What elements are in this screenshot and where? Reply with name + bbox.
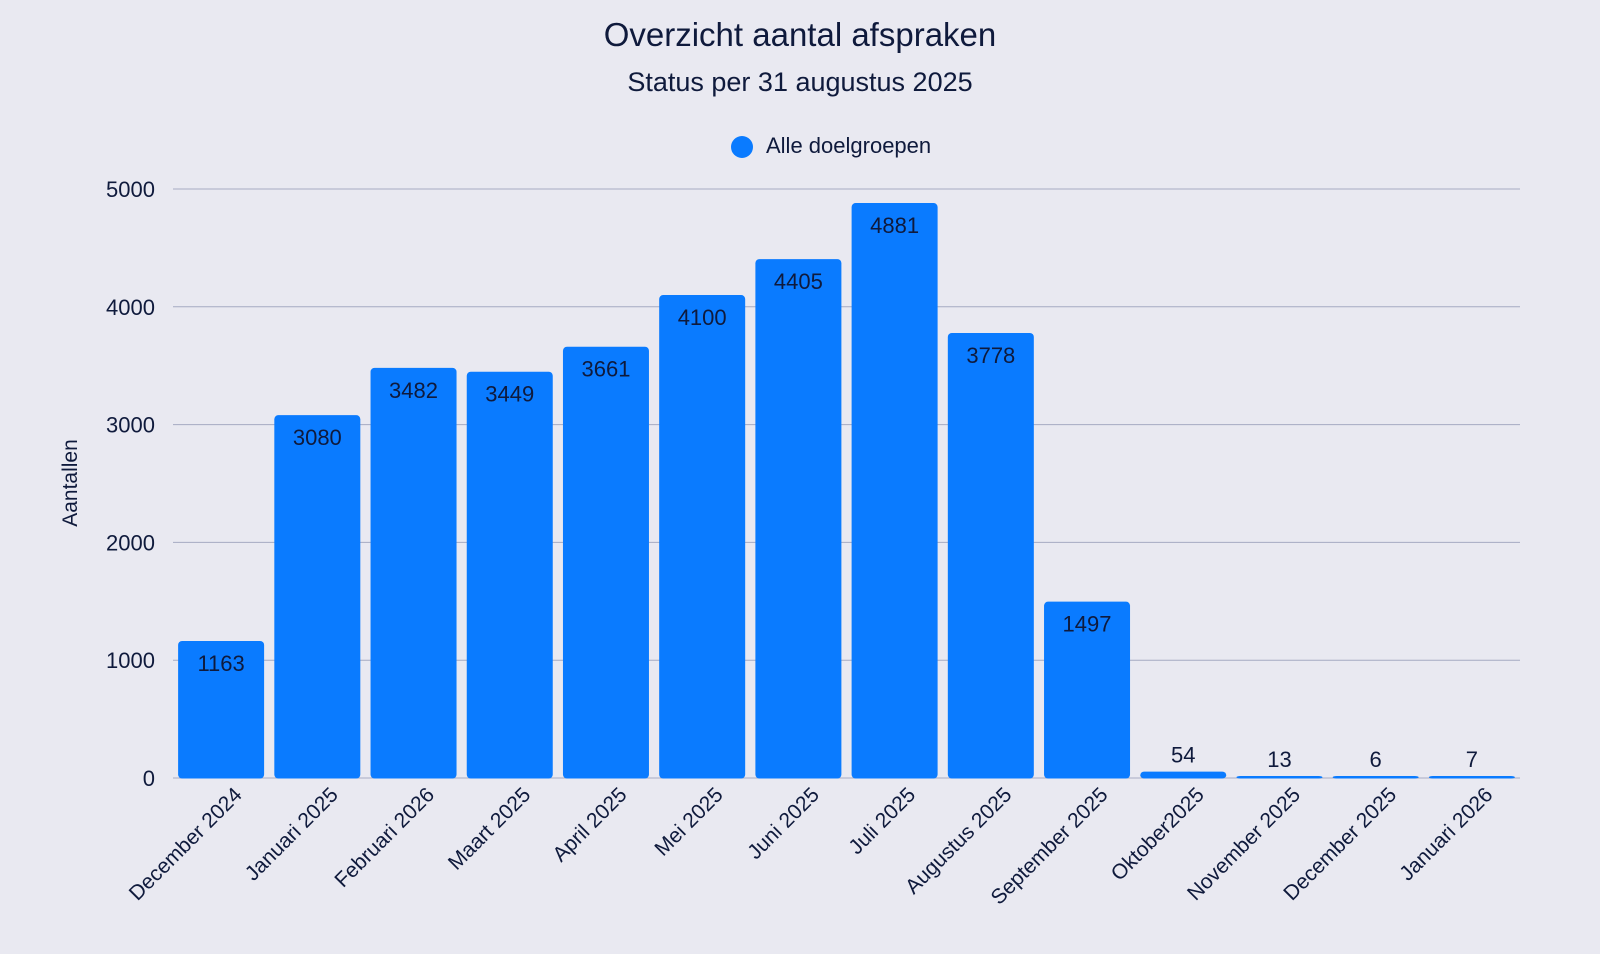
data-label: 13 <box>1267 747 1291 772</box>
bar <box>178 640 265 779</box>
bar <box>1332 776 1419 779</box>
x-tick-label: Januari 2025 <box>241 783 343 885</box>
x-tick-label: Juli 2025 <box>844 783 920 859</box>
chart-title: Overzicht aantal afspraken <box>604 16 997 53</box>
data-label: 3449 <box>485 382 534 407</box>
y-axis-label: Aantallen <box>59 439 82 527</box>
x-tick-label: Januari 2026 <box>1395 783 1497 885</box>
y-tick-label: 5000 <box>106 177 155 202</box>
legend-label: Alle doelgroepen <box>766 133 931 158</box>
bar <box>1236 776 1323 779</box>
x-tick-label: Februari 2026 <box>330 783 439 892</box>
x-tick-label: Mei 2025 <box>650 783 727 860</box>
data-label: 4881 <box>870 213 919 238</box>
data-label: 3661 <box>581 357 630 382</box>
bars <box>178 203 1515 779</box>
y-axis-ticks: 0 1000 2000 3000 4000 5000 <box>106 177 155 791</box>
y-tick-label: 3000 <box>106 413 155 438</box>
bar <box>947 332 1034 779</box>
y-tick-label: 1000 <box>106 648 155 673</box>
bar <box>1428 776 1515 779</box>
data-label: 3482 <box>389 378 438 403</box>
bar <box>466 371 553 779</box>
data-label: 1497 <box>1063 612 1112 637</box>
bar <box>755 259 842 779</box>
chart-subtitle: Status per 31 augustus 2025 <box>627 67 972 97</box>
y-tick-label: 4000 <box>106 295 155 320</box>
x-tick-label: Juni 2025 <box>743 783 824 864</box>
data-label: 4405 <box>774 269 823 294</box>
legend-marker <box>731 136 753 158</box>
bar <box>274 415 361 779</box>
bar <box>659 295 746 779</box>
data-label: 4100 <box>678 305 727 330</box>
bar <box>851 203 938 779</box>
data-label: 3778 <box>966 343 1015 368</box>
data-label: 3080 <box>293 425 342 450</box>
data-label: 54 <box>1171 743 1195 768</box>
legend: Alle doelgroepen <box>731 133 931 158</box>
data-labels: 1163 3080 3482 3449 3661 4100 4405 4881 3778 1497… <box>197 213 1478 772</box>
bar <box>1140 771 1227 779</box>
bar <box>1044 601 1131 779</box>
x-tick-label: December 2024 <box>125 783 247 905</box>
y-tick-label: 0 <box>143 766 155 791</box>
data-label: 6 <box>1370 747 1382 772</box>
bar <box>370 367 457 779</box>
x-tick-label: Maart 2025 <box>444 783 535 874</box>
data-label: 7 <box>1466 747 1478 772</box>
x-tick-label: Oktober2025 <box>1107 783 1209 885</box>
x-tick-label: April 2025 <box>548 783 631 866</box>
data-label: 1163 <box>197 651 244 676</box>
y-tick-label: 2000 <box>106 530 155 555</box>
bar <box>562 346 649 779</box>
